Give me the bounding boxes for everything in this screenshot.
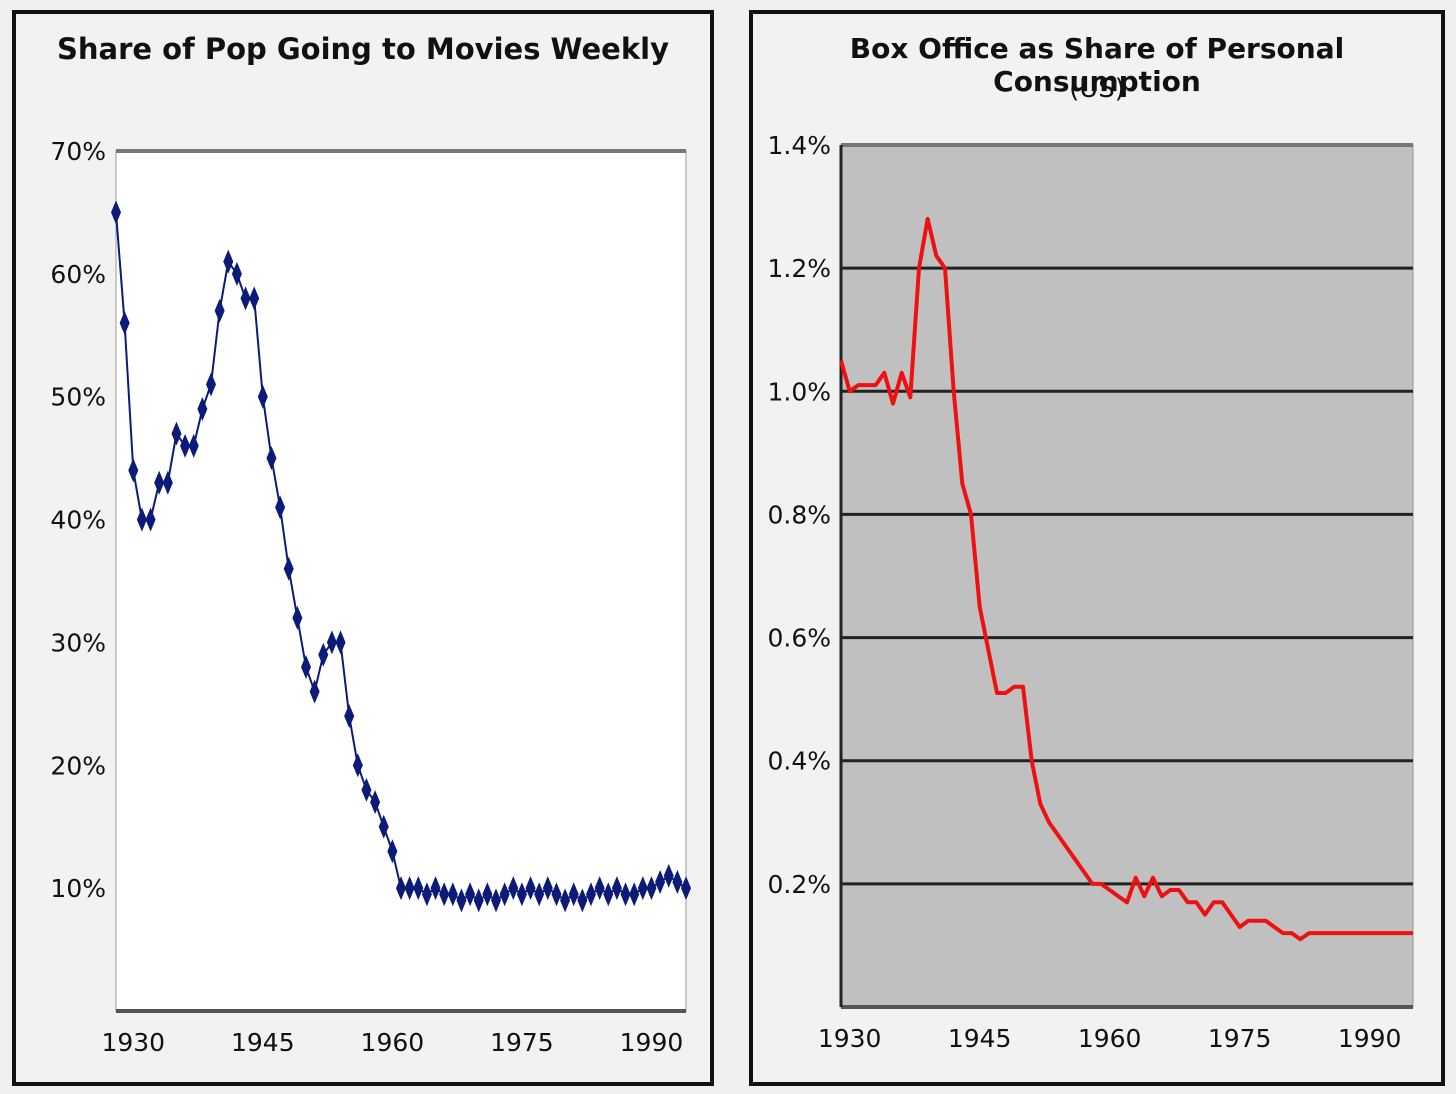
y-tick-label: 1.0% <box>767 377 831 406</box>
data-point <box>672 870 683 894</box>
data-point <box>611 876 622 901</box>
data-point <box>577 888 588 913</box>
data-point <box>352 753 363 778</box>
y-tick-label: 60% <box>50 260 106 289</box>
data-point <box>266 446 277 471</box>
data-point <box>655 870 666 894</box>
data-point <box>387 839 398 864</box>
plot-area <box>840 144 1414 1008</box>
data-point <box>292 605 303 630</box>
x-tick-label: 1930 <box>101 1028 165 1057</box>
data-point <box>404 876 415 901</box>
data-point <box>188 433 199 458</box>
data-point <box>275 495 286 520</box>
y-tick-label: 10% <box>50 874 106 903</box>
data-point <box>162 470 173 495</box>
data-point <box>629 882 640 907</box>
data-point <box>171 421 182 446</box>
left-chart-svg: 10% 20% 30% 40% 50% 60% 70% 1930 1945 1960 1975 199… <box>50 137 691 1057</box>
y-tick-label: 1.2% <box>767 254 831 283</box>
data-point <box>396 876 406 901</box>
series-line <box>839 216 1413 942</box>
x-tick-label: 1990 <box>1338 1024 1402 1053</box>
x-tick-label: 1960 <box>361 1028 425 1057</box>
data-point <box>378 814 389 839</box>
x-tick-label: 1990 <box>620 1028 684 1057</box>
data-point <box>551 882 562 907</box>
left-chart-panel: Share of Pop Going to Movies Weekly 10% 2… <box>12 10 714 1086</box>
data-point <box>508 876 519 901</box>
data-point <box>111 200 121 225</box>
data-point <box>361 777 372 802</box>
x-tick-label: 1930 <box>818 1024 882 1053</box>
right-chart-panel: Box Office as Share of Personal Consumpt… <box>749 10 1445 1086</box>
data-point <box>534 882 545 907</box>
plot-area <box>115 150 687 1012</box>
x-tick-label: 1975 <box>490 1028 554 1057</box>
data-point <box>249 286 260 311</box>
data-point <box>594 876 605 901</box>
x-tick-label: 1945 <box>231 1028 295 1057</box>
data-point <box>223 249 234 274</box>
data-point <box>240 286 251 311</box>
data-point <box>301 655 311 679</box>
data-point <box>119 311 130 335</box>
data-point <box>335 630 346 655</box>
y-tick-label: 30% <box>50 628 106 657</box>
chart-title: Share of Pop Going to Movies Weekly <box>57 32 669 66</box>
data-point <box>681 876 691 901</box>
data-point <box>430 876 441 901</box>
data-point <box>482 882 493 907</box>
data-point <box>465 882 476 907</box>
y-tick-label: 70% <box>50 137 106 166</box>
y-tick-label: 0.6% <box>767 624 831 653</box>
data-point <box>499 882 510 907</box>
data-point <box>663 863 674 888</box>
data-point <box>257 384 268 409</box>
data-point <box>370 790 381 815</box>
data-point <box>516 882 527 907</box>
data-point <box>154 470 165 495</box>
x-tick-label: 1975 <box>1208 1024 1272 1053</box>
data-point <box>180 433 191 458</box>
x-tick-label: 1960 <box>1078 1024 1142 1053</box>
chart-subtitle: (US) <box>1069 74 1125 104</box>
data-point <box>560 888 571 913</box>
data-point <box>197 397 208 421</box>
data-point <box>206 372 216 397</box>
data-point <box>231 261 242 286</box>
data-point <box>318 642 329 667</box>
y-tick-label: 0.8% <box>767 500 831 529</box>
data-point <box>309 679 320 704</box>
data-point <box>637 876 648 901</box>
data-point <box>344 704 355 729</box>
data-point <box>473 888 484 913</box>
data-point <box>326 630 337 655</box>
y-tick-label: 1.4% <box>767 131 831 160</box>
right-chart-svg: 0.2% 0.4% 0.6% 0.8% 1.0% 1.2% 1.4% 1930 1945 1960… <box>767 131 1414 1053</box>
data-point <box>421 882 432 907</box>
y-tick-label: 40% <box>50 506 106 535</box>
data-point <box>542 876 553 901</box>
data-point <box>568 882 579 907</box>
data-point <box>439 882 450 907</box>
data-point <box>646 876 657 901</box>
data-point <box>456 888 467 913</box>
data-point <box>586 882 596 907</box>
data-point <box>413 876 424 901</box>
x-tick-label: 1945 <box>948 1024 1012 1053</box>
data-point <box>491 888 501 913</box>
data-point <box>214 298 225 323</box>
data-point <box>603 882 614 907</box>
data-point <box>525 876 536 901</box>
data-point <box>128 458 139 483</box>
y-tick-label: 50% <box>50 383 106 412</box>
data-point <box>283 556 294 581</box>
y-tick-label: 0.2% <box>767 870 831 899</box>
data-point <box>447 882 458 907</box>
y-tick-label: 0.4% <box>767 747 831 776</box>
chart-title: Box Office as Share of Personal Consumpt… <box>849 32 1345 98</box>
data-point <box>620 882 631 907</box>
y-tick-label: 20% <box>50 751 106 780</box>
